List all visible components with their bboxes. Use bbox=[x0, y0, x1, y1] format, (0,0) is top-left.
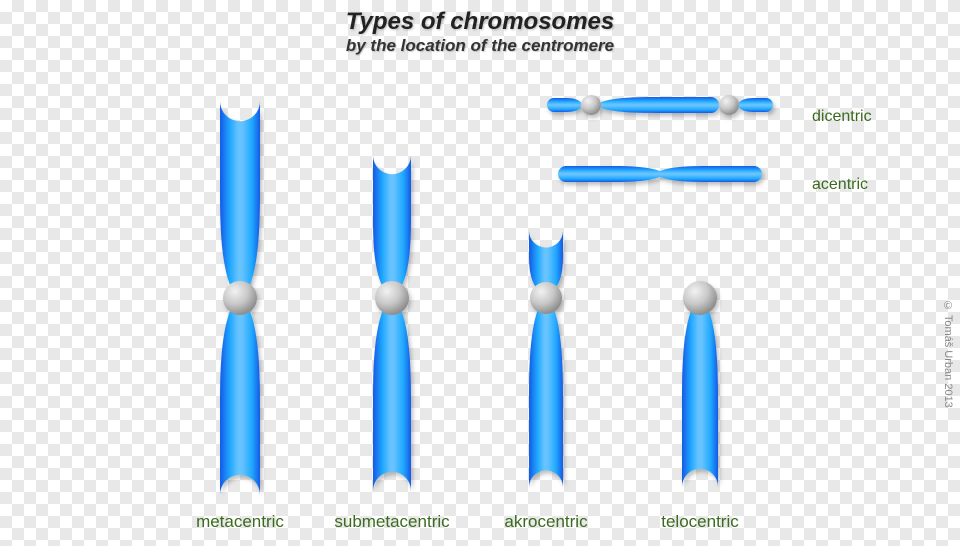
label-submetacentric: submetacentric bbox=[312, 512, 472, 532]
label-acentric: acentric bbox=[812, 176, 868, 194]
label-dicentric: dicentric bbox=[812, 108, 872, 126]
page-subtitle: by the location of the centromere bbox=[0, 36, 960, 56]
label-telocentric: telocentric bbox=[620, 512, 780, 532]
page-title: Types of chromosomes bbox=[0, 8, 960, 36]
chromosome-telocentric bbox=[652, 251, 748, 545]
credit-text: © Tomáš Urban 2013 bbox=[942, 300, 954, 408]
chromosome-metacentric bbox=[190, 41, 290, 555]
label-akrocentric: akrocentric bbox=[466, 512, 626, 532]
chromosome-acentric bbox=[538, 146, 782, 202]
chromosome-dicentric bbox=[527, 75, 793, 135]
chromosome-akrocentric bbox=[499, 174, 593, 544]
diagram-stage: Types of chromosomes by the location of … bbox=[0, 0, 960, 546]
chromosome-submetacentric bbox=[343, 96, 441, 550]
label-metacentric: metacentric bbox=[160, 512, 320, 532]
